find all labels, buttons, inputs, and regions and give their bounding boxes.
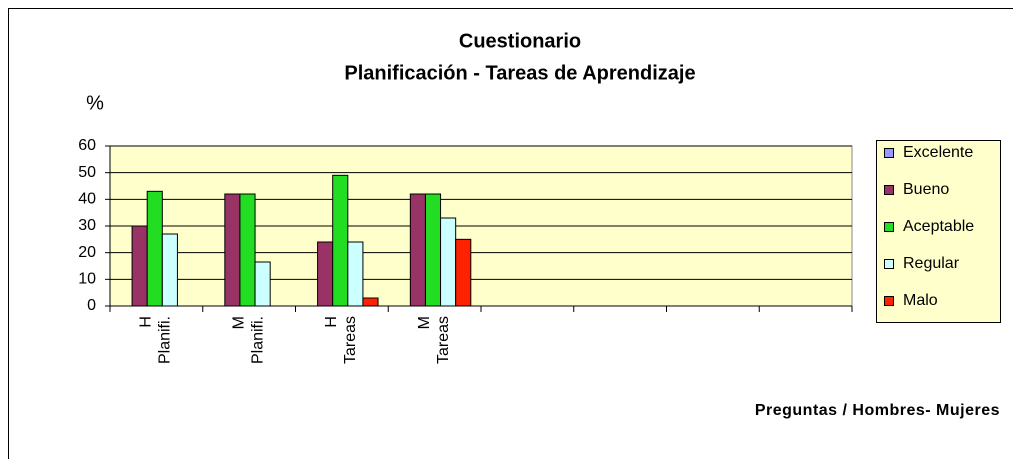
- x-tick-label: Planifi.: [157, 316, 174, 364]
- legend-label: Excelente: [903, 144, 973, 161]
- legend-label: Malo: [903, 292, 938, 309]
- bar: [239, 193, 256, 307]
- y-axis-title: %: [86, 92, 104, 114]
- y-tick-label: 10: [78, 271, 96, 288]
- bar: [161, 233, 178, 307]
- bar: [146, 190, 163, 307]
- x-tick-label: H: [323, 316, 340, 328]
- bar: [440, 217, 457, 307]
- bar: [131, 225, 148, 307]
- x-tick-label: M: [230, 316, 247, 329]
- y-tick-label: 50: [78, 164, 96, 181]
- legend-label: Bueno: [903, 181, 949, 198]
- legend-swatch: [884, 185, 894, 195]
- x-axis-title: Preguntas / Hombres- Mujeres: [755, 402, 1000, 419]
- bar: [362, 297, 379, 307]
- y-tick-label: 30: [78, 217, 96, 234]
- x-tick-label: M: [416, 316, 433, 329]
- bar: [347, 241, 364, 307]
- bar: [332, 174, 349, 307]
- bar: [424, 193, 442, 307]
- bar: [224, 193, 241, 307]
- y-tick-label: 60: [78, 137, 96, 154]
- chart-title: Planificación - Tareas de Aprendizaje: [344, 62, 695, 84]
- legend-label: Regular: [903, 255, 960, 272]
- legend: [876, 140, 1001, 323]
- bar: [254, 261, 271, 307]
- legend-swatch: [884, 259, 894, 269]
- y-tick-label: 40: [78, 191, 96, 208]
- bar: [317, 241, 334, 307]
- bar: [409, 193, 426, 307]
- bar: [455, 238, 472, 307]
- x-tick-label: Planifi.: [249, 316, 266, 364]
- x-tick-label: H: [138, 316, 155, 328]
- y-tick-label: 0: [87, 297, 96, 314]
- legend-label: Aceptable: [903, 218, 974, 235]
- x-tick-label: Tareas: [435, 316, 452, 364]
- y-tick-label: 20: [78, 244, 96, 261]
- legend-swatch: [884, 296, 894, 306]
- legend-swatch: [884, 222, 894, 232]
- x-tick-label: Tareas: [342, 316, 359, 364]
- legend-swatch: [884, 148, 894, 158]
- chart-title: Cuestionario: [459, 30, 581, 52]
